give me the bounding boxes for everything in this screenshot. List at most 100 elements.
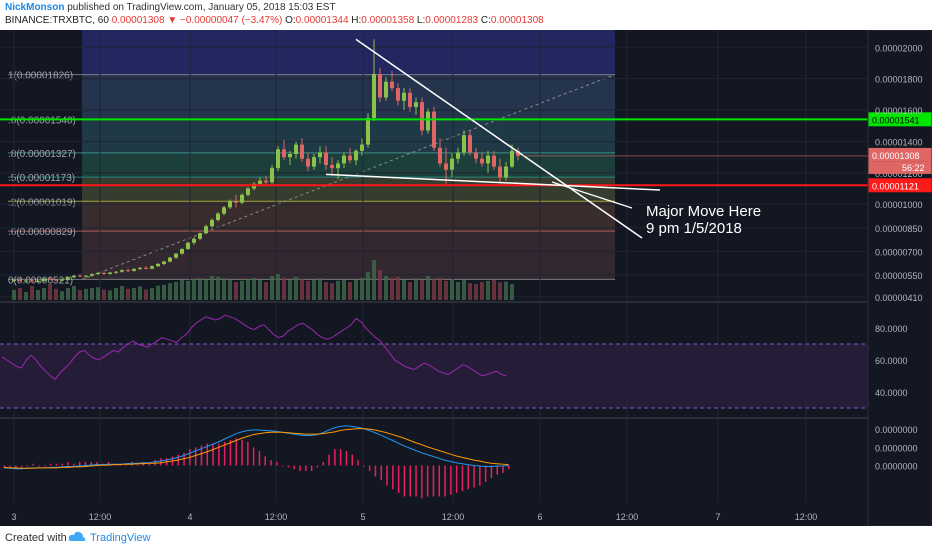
macd-axis-label: 0.0000000 [875, 425, 918, 435]
macd-histogram-bar [229, 440, 232, 466]
trendline-drawings[interactable] [325, 38, 868, 239]
volume-bar [144, 289, 148, 300]
macd-histogram-bar [392, 465, 394, 490]
candle-body [150, 266, 154, 269]
axis-frame [867, 30, 932, 526]
low-label: L: [416, 15, 426, 26]
annotation-line-1: Major Move Here [646, 203, 761, 220]
horizontal-lines[interactable]: 0.00001541 0.00001121 [0, 112, 932, 193]
horizontal-line-price-label: 0.00001121 [872, 181, 919, 191]
candle-body [510, 150, 514, 167]
candle-body [330, 165, 334, 169]
volume-bar [372, 260, 376, 300]
fib-level-label: 0(0.00000521) [8, 275, 73, 286]
time-axis-label: 12:00 [795, 512, 818, 522]
macd-histogram-bar [32, 463, 34, 466]
candle-body [318, 152, 322, 158]
macd-histogram-bar [148, 463, 150, 466]
macd-histogram-bar [496, 465, 498, 475]
volume-bar [60, 291, 64, 300]
candle-body [498, 166, 502, 178]
volume-bar [450, 280, 454, 300]
fib-band [82, 231, 615, 280]
volume-bar [114, 288, 118, 300]
fibonacci-retracement[interactable]: 1(0.00001826) .6(0.00001540) .8(0.00001327… [8, 30, 616, 286]
descending-trendline [355, 38, 643, 239]
volume-bar [360, 278, 364, 300]
candle-body [66, 277, 70, 280]
annotation-line-2: 9 pm 1/5/2018 [646, 220, 742, 237]
candle-body [72, 275, 76, 278]
macd-histogram-bar [345, 450, 348, 466]
candle-body [384, 81, 388, 98]
candle-body [54, 279, 58, 281]
fib-band [82, 177, 615, 202]
time-axis[interactable]: 3 12:00 4 12:00 5 12:00 6 12:00 7 12:00 [0, 30, 932, 526]
volume-bar [96, 287, 100, 300]
macd-histogram-bar [502, 465, 504, 473]
macd-line [3, 425, 509, 470]
macd-histogram-bar [484, 465, 487, 482]
volume-bar [204, 280, 208, 300]
price-chart[interactable]: 1(0.00001826) .6(0.00001540) .8(0.00001327… [0, 30, 932, 526]
candle-body [396, 88, 400, 101]
price-axis-label: 0.00000550 [875, 271, 923, 281]
open-value: 0.00001344 [295, 15, 349, 26]
macd-histogram-bar [160, 458, 162, 466]
fib-band [82, 201, 615, 232]
candle-body [474, 152, 478, 159]
candle-body [426, 111, 430, 131]
macd-histogram-bar [96, 461, 98, 466]
macd-histogram-bar [461, 465, 464, 492]
macd-histogram-bar [426, 465, 429, 497]
macd-histogram-bar [194, 447, 197, 466]
volume-bar [366, 272, 370, 300]
volume-bar [390, 278, 394, 300]
candle-body [468, 135, 472, 153]
candle-body [414, 102, 418, 107]
macd-histogram-bar [299, 465, 301, 472]
price-axis[interactable]: 0.00002000 0.00001800 0.00001600 0.00001400… [868, 43, 932, 303]
volume-bar [492, 280, 496, 300]
macd-histogram-bar [90, 461, 92, 466]
volume-bar [378, 270, 382, 300]
macd-histogram-bar [55, 463, 58, 466]
macd-histogram-bar [276, 461, 278, 466]
macd-histogram-bar [287, 465, 290, 468]
fib-level-label: .2(0.00001019) [8, 197, 76, 208]
volume-bar [198, 278, 202, 300]
candle-body [492, 155, 496, 167]
macd-histogram-bar [473, 465, 475, 488]
close-label: C: [480, 15, 491, 26]
volume-bar [438, 278, 442, 300]
volume-bar [78, 290, 82, 300]
macd-histogram-bar [479, 465, 481, 486]
candle-body [354, 150, 358, 161]
candle-body [324, 152, 328, 165]
macd-histogram-bar [38, 465, 40, 467]
tradingview-brand[interactable]: TradingView [90, 532, 151, 544]
candle-body [438, 147, 442, 164]
candle-body [306, 158, 310, 167]
created-with-text: Created with [5, 532, 67, 544]
macd-histogram-bar [450, 465, 452, 495]
volume-bar [222, 278, 226, 300]
candle-body [96, 273, 100, 275]
macd-histogram-bar [351, 454, 353, 466]
volume-bar [186, 280, 190, 300]
macd-histogram-bar [374, 465, 377, 477]
macd-histogram-bar [415, 465, 417, 497]
volume-bar [180, 280, 184, 300]
symbol-label: BINANCE:TRXBTC, 60 [5, 15, 109, 26]
volume-bar [414, 278, 418, 300]
down-arrow-icon: ▼ [167, 15, 178, 26]
macd-histogram-bar [508, 465, 510, 470]
candle-body [102, 273, 106, 274]
volume-bar [498, 282, 502, 300]
volume-bar [252, 278, 256, 300]
volume-bar [474, 284, 478, 300]
candle-body [240, 194, 244, 203]
author-link[interactable]: NickMonson [5, 2, 65, 13]
volume-bar [420, 280, 424, 300]
candle-body [108, 272, 112, 274]
